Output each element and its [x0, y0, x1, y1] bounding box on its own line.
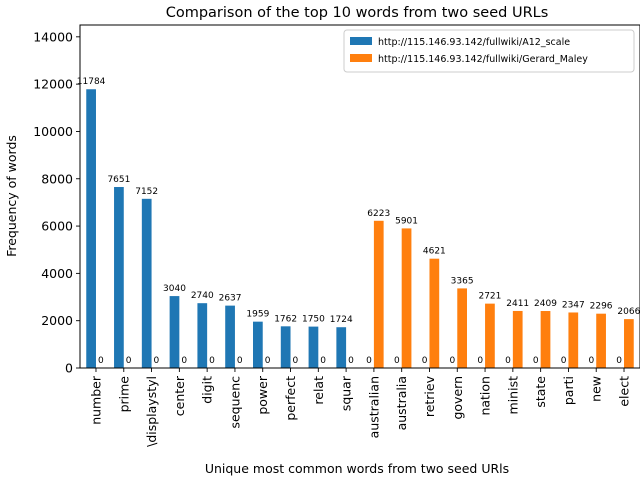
bar-1 [280, 326, 291, 368]
bar-1 [169, 296, 180, 368]
x-tick-label: australia [394, 376, 409, 430]
bar-1 [197, 303, 208, 368]
data-label: 3365 [451, 276, 474, 286]
data-label: 6223 [367, 209, 390, 219]
x-tick-label: perfect [283, 376, 298, 421]
bar-2 [373, 220, 384, 368]
legend-label: http://115.146.93.142/fullwiki/A12_scale [378, 37, 570, 48]
data-label: 2637 [219, 294, 242, 304]
data-label: 0 [348, 356, 354, 366]
y-tick-label: 4000 [41, 266, 73, 281]
data-label: 0 [237, 356, 243, 366]
data-label: 0 [154, 356, 160, 366]
legend-swatch [350, 54, 372, 62]
data-label: 0 [126, 356, 132, 366]
data-label: 1724 [330, 315, 353, 325]
bar-1 [86, 89, 96, 369]
bar-2 [401, 228, 412, 368]
bar-1 [336, 327, 347, 368]
x-axis-label: Unique most common words from two seed U… [205, 461, 509, 476]
x-tick-label: sequenc [227, 376, 242, 429]
legend-swatch [350, 37, 372, 45]
x-tick-label: power [255, 375, 270, 414]
bar-1 [308, 326, 319, 368]
data-label: 0 [422, 356, 428, 366]
data-label: 11784 [77, 77, 106, 87]
y-tick-label: 14000 [33, 29, 73, 44]
bar-2 [429, 258, 440, 368]
data-label: 0 [209, 356, 215, 366]
y-tick-label: 12000 [33, 77, 73, 92]
bar-2 [624, 319, 634, 368]
data-label: 5901 [395, 216, 418, 226]
x-tick-label: prime [116, 376, 131, 413]
y-tick-label: 0 [65, 361, 73, 376]
x-tick-label: nation [478, 376, 493, 416]
data-label: 2740 [191, 291, 214, 301]
bar-2 [540, 311, 551, 368]
y-tick-label: 2000 [41, 313, 73, 328]
x-tick-label: govern [450, 376, 465, 420]
legend-label: http://115.146.93.142/fullwiki/Gerard_Ma… [378, 54, 588, 65]
data-label: 1750 [302, 315, 325, 325]
data-label: 0 [366, 356, 372, 366]
data-label: 7152 [135, 187, 158, 197]
bar-2 [457, 288, 467, 368]
data-label: 1762 [274, 314, 297, 324]
x-tick-label: relat [311, 376, 326, 405]
legend-box [343, 29, 635, 73]
plot-frame [79, 24, 640, 369]
data-label: 3040 [163, 284, 186, 294]
data-label: 0 [265, 356, 271, 366]
bar-1 [225, 305, 235, 368]
data-label: 0 [588, 356, 594, 366]
data-label: 0 [533, 356, 539, 366]
data-label: 2411 [506, 299, 529, 309]
y-tick-label: 8000 [41, 171, 73, 186]
bar-2 [512, 310, 523, 368]
data-label: 7651 [107, 175, 130, 185]
chart-title: Comparison of the top 10 words from two … [166, 5, 549, 21]
data-label: 0 [505, 356, 511, 366]
y-tick-label: 6000 [41, 219, 73, 234]
data-label: 2296 [590, 302, 613, 312]
data-label: 1959 [246, 310, 269, 320]
x-tick-label: minist [505, 376, 520, 415]
data-label: 0 [394, 356, 400, 366]
data-label: 0 [616, 356, 622, 366]
bar-1 [141, 198, 152, 368]
y-axis-label: Frequency of words [4, 135, 19, 257]
x-tick-label: digit [200, 376, 215, 404]
data-label: 0 [320, 356, 326, 366]
bar-1 [114, 187, 124, 368]
data-label: 4621 [423, 247, 446, 257]
x-tick-label: retriev [422, 375, 437, 417]
y-tick-label: 10000 [33, 124, 73, 139]
data-label: 2409 [534, 299, 557, 309]
x-tick-label: number [88, 375, 103, 425]
bar-1 [253, 321, 263, 368]
data-label: 0 [477, 356, 483, 366]
bar-2 [568, 312, 579, 368]
x-tick-label: \displaystyl [144, 376, 159, 447]
data-label: 2721 [478, 292, 501, 302]
data-label: 0 [98, 356, 104, 366]
x-tick-label: center [172, 375, 187, 416]
data-label: 0 [293, 356, 299, 366]
bar-2 [596, 313, 606, 368]
x-tick-label: new [589, 376, 604, 402]
x-tick-label: australian [366, 376, 381, 438]
x-tick-label: parti [561, 376, 576, 405]
data-label: 0 [561, 356, 567, 366]
data-label: 0 [181, 356, 187, 366]
x-tick-label: elect [617, 376, 632, 407]
data-label: 0 [450, 356, 456, 366]
data-label: 2347 [562, 300, 585, 310]
x-tick-label: state [533, 376, 548, 408]
bar-2 [485, 303, 495, 368]
x-tick-label: squar [339, 375, 354, 411]
data-label: 2066 [617, 307, 640, 317]
